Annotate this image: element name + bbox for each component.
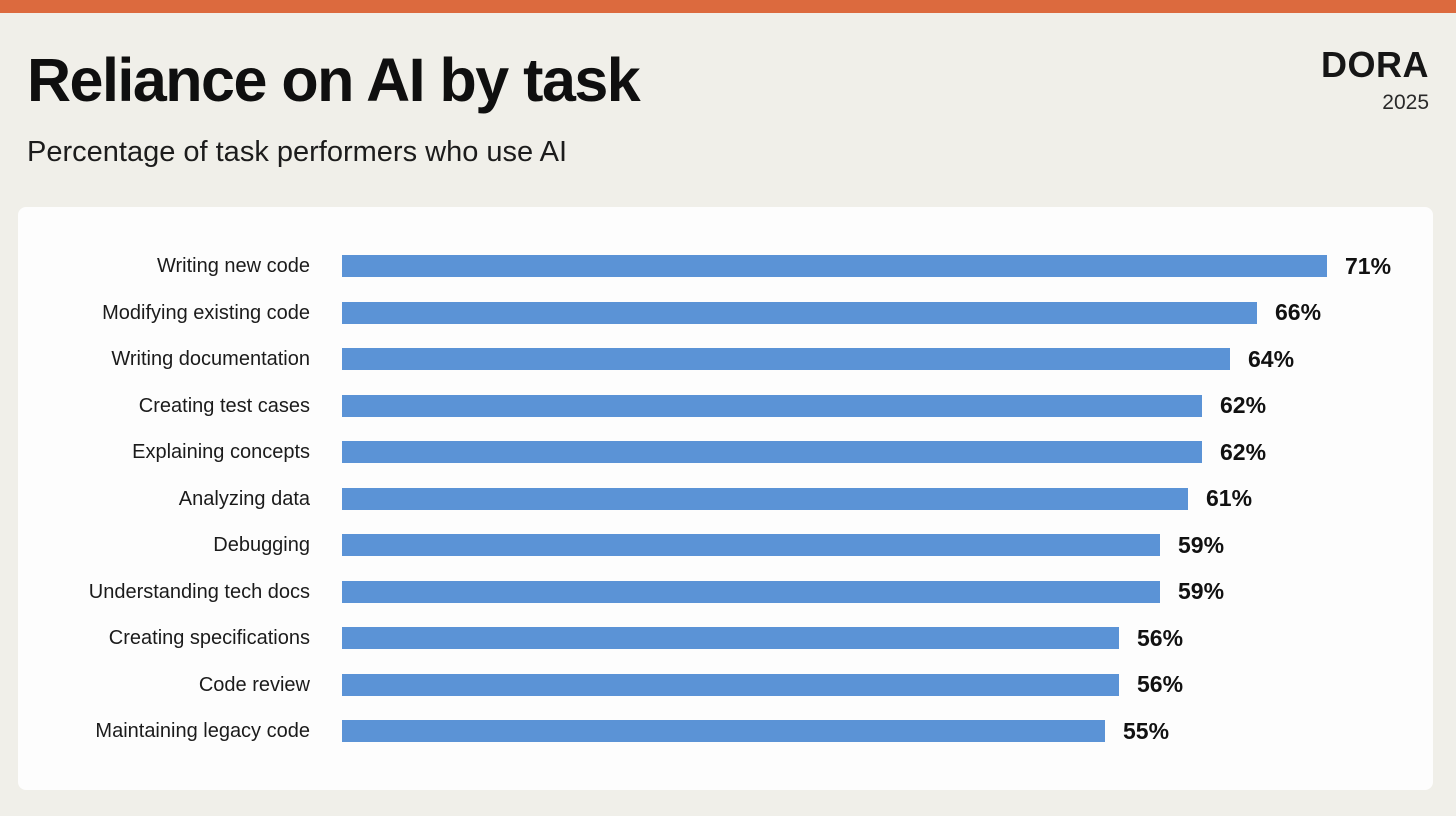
chart-row: Writing documentation 64% xyxy=(18,336,1433,383)
chart-row: Maintaining legacy code 55% xyxy=(18,708,1433,755)
bar-track: 59% xyxy=(342,569,1433,616)
bar-track: 71% xyxy=(342,243,1433,290)
chart-row: Writing new code 71% xyxy=(18,243,1433,290)
bar xyxy=(342,394,1202,417)
bar xyxy=(342,255,1327,278)
page-title: Reliance on AI by task xyxy=(27,46,641,114)
chart-row: Creating specifications 56% xyxy=(18,615,1433,662)
bar xyxy=(342,301,1257,324)
category-label: Code review xyxy=(198,673,310,696)
category-label: Creating test cases xyxy=(138,394,310,417)
value-label: 71% xyxy=(1345,252,1392,279)
chart-row: Creating test cases 62% xyxy=(18,383,1433,430)
chart-row: Explaining concepts 62% xyxy=(18,429,1433,476)
bar xyxy=(342,580,1160,603)
bar-track: 62% xyxy=(342,429,1433,476)
value-label: 64% xyxy=(1248,345,1295,372)
bar xyxy=(342,348,1230,371)
bar-track: 64% xyxy=(342,336,1433,383)
bar-track: 62% xyxy=(342,383,1433,430)
bar xyxy=(342,627,1119,650)
bar-track: 55% xyxy=(342,708,1433,755)
bar-chart: Writing new code 71% Modifying existing co… xyxy=(18,207,1433,755)
chart-row: Debugging 59% xyxy=(18,522,1433,569)
category-label: Writing new code xyxy=(156,255,310,278)
category-label: Debugging xyxy=(213,534,310,557)
category-label: Writing documentation xyxy=(111,348,310,371)
category-label: Creating specifications xyxy=(108,627,310,650)
value-label: 62% xyxy=(1220,438,1267,465)
accent-top-bar xyxy=(0,0,1456,13)
page-subtitle: Percentage of task performers who use AI xyxy=(27,136,567,168)
bar xyxy=(342,534,1160,557)
bar-track: 56% xyxy=(342,662,1433,709)
value-label: 61% xyxy=(1206,485,1253,512)
value-label: 59% xyxy=(1178,531,1225,558)
dora-year: 2025 xyxy=(1382,91,1429,114)
bar xyxy=(342,673,1119,696)
value-label: 59% xyxy=(1178,578,1225,605)
value-label: 56% xyxy=(1137,671,1184,698)
chart-row: Modifying existing code 66% xyxy=(18,290,1433,337)
bar-track: 56% xyxy=(342,615,1433,662)
bar-track: 59% xyxy=(342,522,1433,569)
bar-track: 61% xyxy=(342,476,1433,523)
dora-wordmark: DORA xyxy=(1321,44,1429,85)
chart-row: Code review 56% xyxy=(18,662,1433,709)
chart-card: Writing new code 71% Modifying existing co… xyxy=(18,207,1433,790)
category-label: Maintaining legacy code xyxy=(95,720,310,743)
bar xyxy=(342,720,1105,743)
value-label: 56% xyxy=(1137,624,1184,651)
category-label: Modifying existing code xyxy=(102,301,310,324)
bar xyxy=(342,441,1202,464)
category-label: Explaining concepts xyxy=(132,441,310,464)
chart-row: Understanding tech docs 59% xyxy=(18,569,1433,616)
header: Reliance on AI by task Percentage of tas… xyxy=(0,13,1456,169)
dora-logo: DORA 2025 xyxy=(1321,47,1429,115)
bar xyxy=(342,487,1188,510)
value-label: 62% xyxy=(1220,392,1267,419)
value-label: 55% xyxy=(1123,717,1170,744)
value-label: 66% xyxy=(1275,299,1322,326)
chart-row: Analyzing data 61% xyxy=(18,476,1433,523)
bar-track: 66% xyxy=(342,290,1433,337)
category-label: Analyzing data xyxy=(178,487,310,510)
category-label: Understanding tech docs xyxy=(88,580,310,603)
